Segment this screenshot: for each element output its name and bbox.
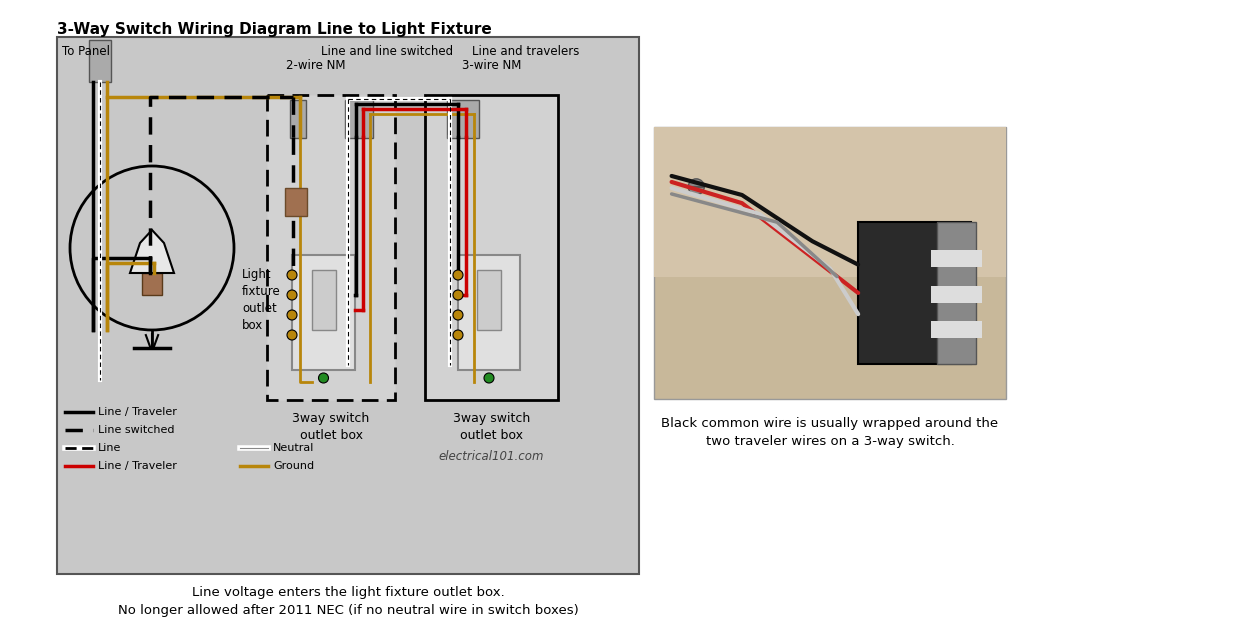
Bar [424,95,558,400]
Text: 3way switch
outlet box: 3way switch outlet box [293,412,370,442]
Circle shape [453,330,463,340]
Bar [458,255,520,370]
Text: Ground: Ground [273,461,314,471]
Bar [290,100,307,138]
Text: 3-Way Switch Wiring Diagram Line to Light Fixture: 3-Way Switch Wiring Diagram Line to Ligh… [57,22,491,37]
Text: Neutral: Neutral [273,443,314,453]
Bar [932,321,982,338]
Bar [932,250,982,267]
Text: Black common wire is usually wrapped around the: Black common wire is usually wrapped aro… [661,417,999,430]
Bar [654,127,1006,399]
Bar [477,270,501,330]
Text: Line and line switched: Line and line switched [321,45,453,58]
Text: Light
fixture
outlet
box: Light fixture outlet box [242,268,280,332]
Text: Line voltage enters the light fixture outlet box.: Line voltage enters the light fixture ou… [191,586,504,599]
Bar [89,40,110,82]
Bar [937,222,977,364]
Text: Line: Line [98,443,122,453]
Text: Line / Traveler: Line / Traveler [98,407,177,417]
Polygon shape [130,230,174,273]
Text: electrical101.com: electrical101.com [439,450,545,463]
Circle shape [287,270,297,280]
Text: Line / Traveler: Line / Traveler [98,461,177,471]
Circle shape [453,270,463,280]
Circle shape [453,310,463,320]
Circle shape [287,290,297,300]
Bar [859,222,970,364]
Bar [285,188,307,216]
Bar [57,37,639,574]
Text: Line and travelers: Line and travelers [472,45,578,58]
Text: To Panel: To Panel [62,45,110,58]
Text: No longer allowed after 2011 NEC (if no neutral wire in switch boxes): No longer allowed after 2011 NEC (if no … [118,604,578,617]
Bar [932,286,982,303]
Bar [345,100,374,138]
Text: 3way switch
outlet box: 3way switch outlet box [453,412,530,442]
Circle shape [484,373,494,383]
Circle shape [287,310,297,320]
Text: Line: Line [472,310,495,323]
Bar [654,127,1006,277]
Bar [141,273,163,295]
Text: Line switched: Line switched [98,425,175,435]
Bar [447,100,479,138]
Circle shape [319,373,329,383]
Circle shape [453,290,463,300]
Circle shape [287,330,297,340]
Bar [292,255,355,370]
Text: 3-wire NM: 3-wire NM [462,59,521,72]
Text: 2-wire NM: 2-wire NM [287,59,346,72]
Text: two traveler wires on a 3-way switch.: two traveler wires on a 3-way switch. [706,435,954,448]
Bar [311,270,335,330]
Bar [267,95,395,400]
Circle shape [689,179,704,195]
